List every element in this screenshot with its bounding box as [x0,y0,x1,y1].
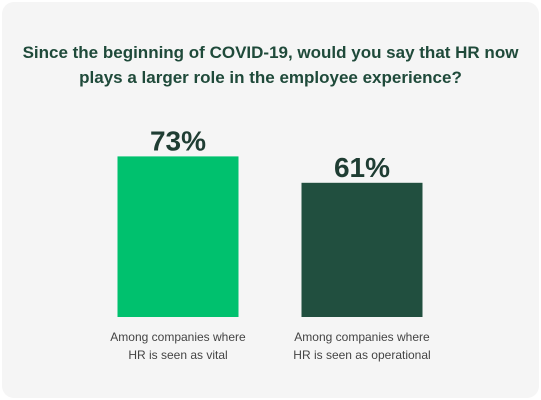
chart-title-line-1: Since the beginning of COVID-19, would y… [22,43,519,62]
bar-value-label-2: 61% [334,152,390,183]
category-label-1-line-2: HR is seen as vital [128,348,227,362]
category-label-2-line-1: Among companies where [294,330,430,344]
chart-title: Since the beginning of COVID-19, would y… [2,40,539,90]
bar-2 [301,182,423,317]
bar-1 [117,156,239,317]
category-label-2-line-2: HR is seen as operational [293,348,430,362]
chart-title-line-2: plays a larger role in the employee expe… [79,68,462,87]
category-label-1-line-1: Among companies where [110,330,246,344]
bar-value-label-1: 73% [150,125,206,156]
